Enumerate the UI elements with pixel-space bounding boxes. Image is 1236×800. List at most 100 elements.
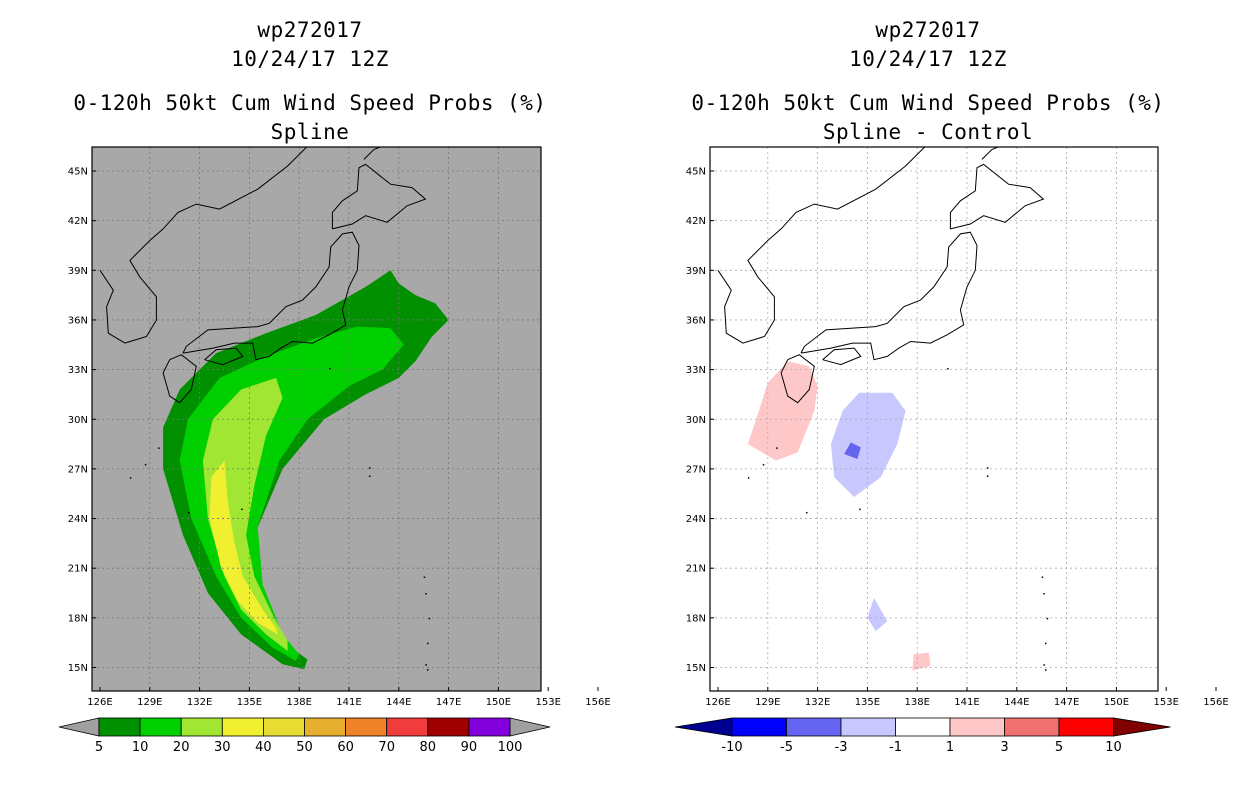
- right-storm-id: wp272017: [875, 18, 981, 42]
- colorbar-label: 80: [420, 740, 437, 755]
- colorbar-min-arrow: [58, 717, 100, 737]
- colorbar-label: 50: [296, 740, 313, 755]
- lon-tick-label: 129E: [755, 697, 780, 708]
- lon-tick-label: 138E: [286, 697, 311, 708]
- lon-tick-label: 141E: [954, 697, 979, 708]
- colorbar-swatch: [427, 717, 470, 737]
- lat-tick-label: 36N: [68, 315, 88, 326]
- colorbar-label: 90: [461, 740, 478, 755]
- colorbar-swatch: [1058, 717, 1114, 737]
- left-chart-subtitle: Spline: [270, 120, 350, 144]
- colorbar-label: 60: [337, 740, 354, 755]
- lon-tick-label: 144E: [1004, 697, 1029, 708]
- map-panel-left: 45N 42N 39N 36N 33N 30N 27N 24N 21N 18N 15N 126E 129…: [68, 146, 611, 708]
- colorbar-swatch: [304, 717, 346, 737]
- lat-tick-label: 15N: [68, 663, 88, 674]
- colorbar-label: 70: [378, 740, 395, 755]
- lat-tick-label: 39N: [686, 266, 706, 277]
- colorbar-label: 1: [946, 740, 954, 755]
- colorbar-label: -3: [835, 740, 848, 755]
- diff-contour-4: [844, 442, 861, 459]
- gridlines: [92, 147, 541, 691]
- lat-tick-label: 42N: [68, 216, 88, 227]
- lat-tick-label: 27N: [686, 464, 706, 475]
- colorbar-swatch: [786, 717, 842, 737]
- colorbar-label: 5: [95, 740, 103, 755]
- lat-tick-label: 36N: [686, 315, 706, 326]
- colorbar-max-arrow: [509, 717, 551, 737]
- lat-tick-label: 45N: [686, 167, 706, 178]
- colorbar-swatch: [840, 717, 896, 737]
- colorbar-label: 3: [1000, 740, 1008, 755]
- colorbar-swatch: [221, 717, 264, 737]
- lat-tick-label: 15N: [686, 663, 706, 674]
- colorbar-swatch: [262, 717, 305, 737]
- lat-tick-label: 30N: [686, 415, 706, 426]
- coastlines: [717, 147, 1049, 671]
- lon-tick-label: 126E: [87, 697, 112, 708]
- colorbar-swatch: [98, 717, 141, 737]
- colorbar-label: 20: [173, 740, 190, 755]
- lon-tick-label: 156E: [585, 697, 610, 708]
- lat-tick-label: 30N: [68, 415, 88, 426]
- colorbar-label: 40: [255, 740, 272, 755]
- colorbar-label: 10: [1105, 740, 1122, 755]
- colorbar-swatch: [895, 717, 951, 737]
- lon-tick-label: 135E: [237, 697, 262, 708]
- colorbar-swatch: [949, 717, 1005, 737]
- diff-contour-2: [830, 392, 906, 497]
- lat-tick-label: 42N: [686, 216, 706, 227]
- lon-tick-label: 150E: [1104, 697, 1129, 708]
- right-chart-subtitle: Spline - Control: [822, 120, 1034, 144]
- left-chart-title: 0-120h 50kt Cum Wind Speed Probs (%): [73, 91, 547, 115]
- left-datetime: 10/24/17 12Z: [231, 47, 389, 71]
- colorbar-label: 5: [1055, 740, 1063, 755]
- gridlines: [710, 147, 1158, 691]
- diff-contour-0: [747, 361, 818, 461]
- prob-contour-20: [202, 377, 288, 651]
- diff-contour-3: [867, 598, 888, 632]
- lon-tick-label: 132E: [805, 697, 830, 708]
- colorbar-right: -10 -5 -3 -1 1 3 5 10: [674, 717, 1171, 755]
- colorbar-label: 30: [214, 740, 231, 755]
- lon-tick-label: 126E: [705, 697, 730, 708]
- lat-tick-label: 24N: [68, 514, 88, 525]
- colorbar-left: 5 10 20 30 40 50 60 70 80 90 100: [58, 717, 551, 755]
- lon-tick-label: 144E: [386, 697, 411, 708]
- colorbar-swatch: [386, 717, 429, 737]
- lat-tick-label: 27N: [68, 464, 88, 475]
- lon-tick-label: 132E: [187, 697, 212, 708]
- lat-tick-label: 18N: [686, 613, 706, 624]
- colorbar-label: -5: [780, 740, 793, 755]
- left-storm-id: wp272017: [257, 18, 363, 42]
- right-chart-title: 0-120h 50kt Cum Wind Speed Probs (%): [691, 91, 1165, 115]
- colorbar-label: 100: [498, 740, 523, 755]
- lat-tick-label: 33N: [686, 365, 706, 376]
- colorbar-swatch: [139, 717, 182, 737]
- lat-tick-label: 45N: [68, 167, 88, 178]
- lat-tick-label: 24N: [686, 514, 706, 525]
- lat-tick-label: 33N: [68, 365, 88, 376]
- lon-tick-label: 156E: [1203, 697, 1228, 708]
- colorbar-label: 10: [132, 740, 149, 755]
- lat-tick-label: 18N: [68, 613, 88, 624]
- colorbar-label: -10: [721, 740, 742, 755]
- lat-tick-label: 21N: [68, 564, 88, 575]
- lon-tick-label: 153E: [535, 697, 560, 708]
- colorbar-swatch: [345, 717, 388, 737]
- lon-tick-label: 150E: [486, 697, 511, 708]
- colorbar-label: -1: [889, 740, 902, 755]
- colorbar-max-arrow: [1113, 717, 1171, 737]
- prob-contour-30: [209, 460, 278, 635]
- lon-tick-label: 141E: [336, 697, 361, 708]
- lon-tick-label: 135E: [855, 697, 880, 708]
- colorbar-swatch: [180, 717, 223, 737]
- colorbar-swatch: [731, 717, 787, 737]
- lon-tick-label: 129E: [137, 697, 162, 708]
- lat-tick-label: 21N: [686, 564, 706, 575]
- colorbar-swatch: [1004, 717, 1060, 737]
- lon-tick-label: 153E: [1153, 697, 1178, 708]
- colorbar-min-arrow: [674, 717, 733, 737]
- lon-tick-label: 138E: [904, 697, 929, 708]
